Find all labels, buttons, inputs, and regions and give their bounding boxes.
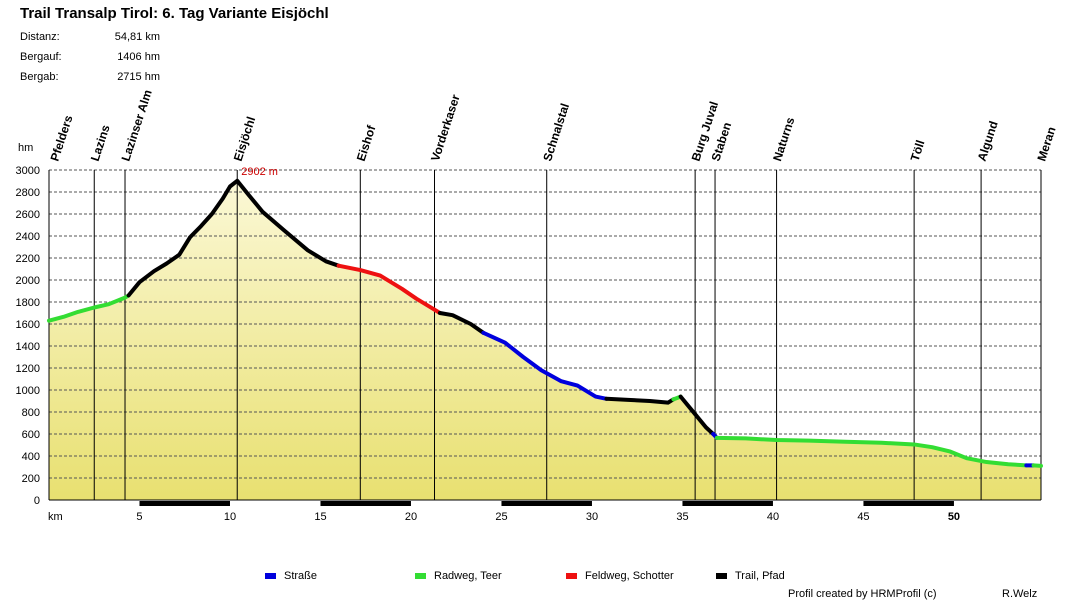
y-tick-label: 800: [22, 407, 40, 419]
legend-radweg-swatch: [415, 573, 426, 580]
legend-strasse: Straße: [265, 570, 317, 582]
y-tick-label: 2800: [16, 187, 40, 199]
y-tick-label: 1400: [16, 341, 40, 353]
legend-trail-swatch: [716, 573, 727, 580]
stat-ascent-value: 1406 hm: [117, 51, 160, 63]
x-scale-bar: [501, 501, 592, 506]
x-tick-label: 45: [857, 511, 869, 523]
profile-segment-strasse: [481, 330, 609, 401]
legend-radweg-label: Radweg, Teer: [434, 570, 502, 582]
x-axis-unit: km: [48, 511, 63, 523]
legend-strasse-label: Straße: [284, 570, 318, 582]
y-tick-label: 400: [22, 451, 40, 463]
waypoint-label: Lazins: [88, 123, 113, 163]
y-axis-unit: hm: [18, 142, 33, 154]
y-tick-label: 3000: [16, 165, 40, 177]
profile-segment-trail: [437, 311, 486, 335]
waypoint-label: Meran: [1034, 125, 1058, 163]
author-text: R.Welz: [1002, 588, 1038, 600]
x-tick-label: 50: [948, 511, 960, 523]
y-tick-label: 1200: [16, 363, 40, 375]
waypoint-label: Naturns: [770, 115, 797, 163]
x-tick-label: 25: [495, 511, 507, 523]
x-tick-label: 40: [767, 511, 779, 523]
profile-segment-radweg: [714, 435, 1029, 468]
legend-radweg: Radweg, Teer: [415, 570, 502, 582]
x-tick-label: 10: [224, 511, 236, 523]
y-tick-label: 600: [22, 429, 40, 441]
stat-distance-label: Distanz:: [20, 31, 60, 43]
waypoint-label: Eishof: [354, 123, 379, 163]
profile-segment-trail: [126, 178, 341, 298]
legend-strasse-swatch: [265, 573, 276, 580]
y-tick-label: 2400: [16, 231, 40, 243]
y-tick-label: 2200: [16, 253, 40, 265]
x-tick-label: 35: [676, 511, 688, 523]
chart-title: Trail Transalp Tirol: 6. Tag Variante Ei…: [20, 5, 329, 22]
x-scale-bar: [682, 501, 773, 506]
x-scale-bar: [139, 501, 230, 506]
stat-ascent-label: Bergauf:: [20, 51, 62, 63]
y-tick-label: 1600: [16, 319, 40, 331]
peak-label: 2902 m: [241, 166, 278, 178]
profile-segment-radweg: [47, 293, 131, 323]
legend-trail: Trail, Pfad: [716, 570, 785, 582]
waypoint-label: Pfelders: [48, 113, 76, 163]
x-tick-label: 15: [314, 511, 326, 523]
profile-segment-trail: [604, 396, 676, 405]
stat-distance-value: 54,81 km: [114, 31, 160, 43]
y-tick-label: 2600: [16, 209, 40, 221]
y-tick-label: 1800: [16, 297, 40, 309]
x-tick-label: 20: [405, 511, 417, 523]
y-tick-label: 1000: [16, 385, 40, 397]
x-tick-label: 30: [586, 511, 598, 523]
profile-segment-trail: [678, 394, 716, 436]
stat-descent-label: Bergab:: [20, 71, 59, 83]
waypoint-label: Töll: [908, 138, 928, 163]
y-tick-label: 2000: [16, 275, 40, 287]
waypoint-label: Lazinser Alm: [119, 88, 155, 163]
x-tick-label: 5: [136, 511, 142, 523]
waypoint-label: Algund: [975, 119, 1001, 163]
elevation-area: [49, 180, 1041, 500]
waypoint-label: Vorderkaser: [428, 93, 463, 163]
legend-feldweg: Feldweg, Schotter: [566, 570, 674, 582]
x-scale-bar: [863, 501, 954, 506]
legend-feldweg-swatch: [566, 573, 577, 580]
y-tick-label: 200: [22, 473, 40, 485]
profile-segment-radweg: [1031, 463, 1043, 468]
stat-descent-value: 2715 hm: [117, 71, 160, 83]
credit-text: Profil created by HRMProfil (c): [788, 588, 937, 600]
elevation-profile-chart: 0 200 400 600 800 1000 1200 1400 1600 1800 2000 220…: [16, 88, 1059, 523]
profile-segment-feldweg: [336, 263, 442, 315]
waypoint-label: Schnalstal: [540, 102, 572, 163]
y-tick-label: 0: [34, 495, 40, 507]
legend-trail-label: Trail, Pfad: [735, 570, 785, 582]
legend-feldweg-label: Feldweg, Schotter: [585, 570, 674, 582]
waypoint-label: Eisjöchl: [231, 115, 259, 163]
x-scale-bar: [320, 501, 411, 506]
